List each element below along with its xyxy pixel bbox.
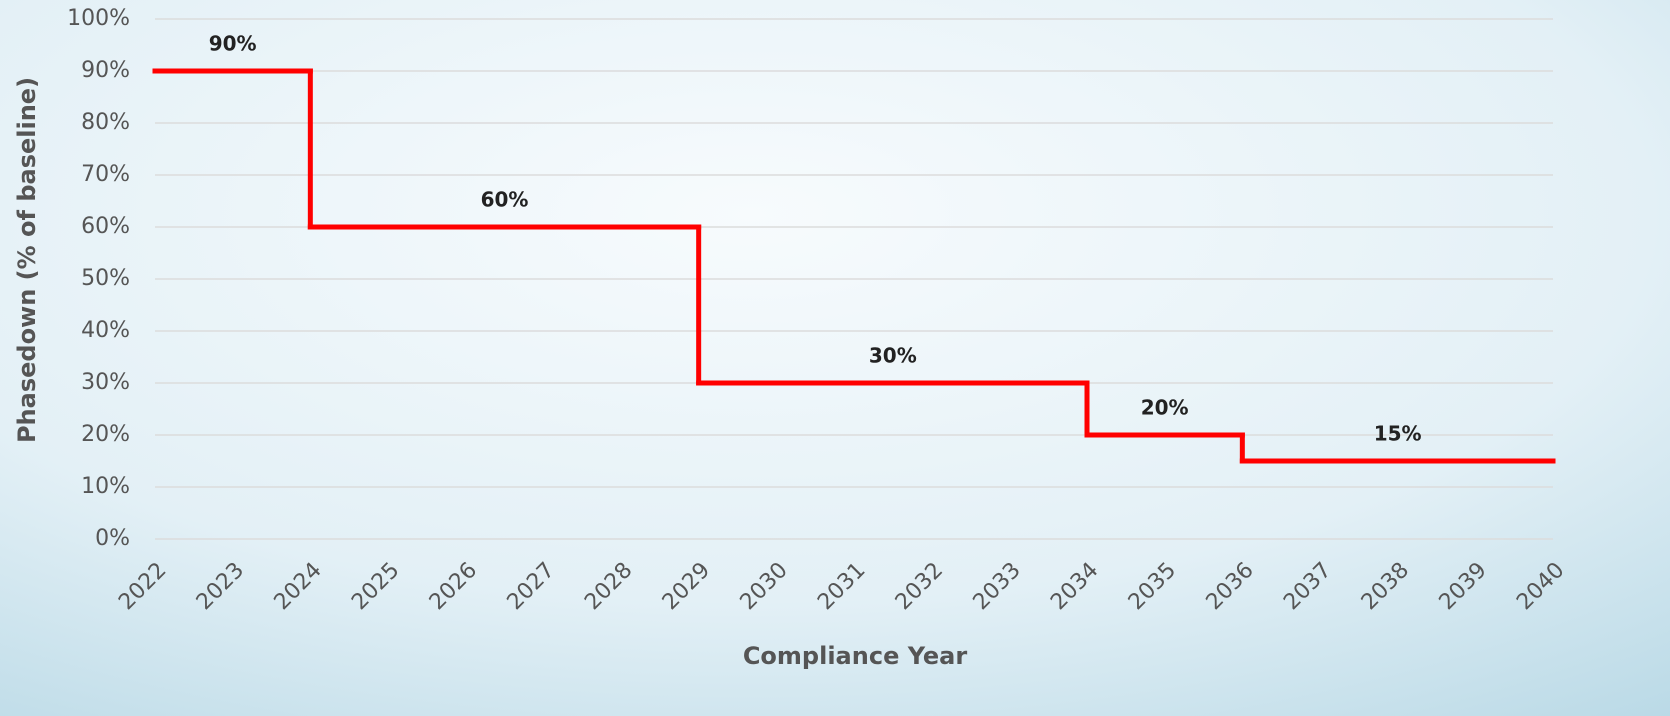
x-axis-title: Compliance Year [743,642,968,670]
data-label: 20% [1141,396,1189,420]
y-tick-label: 70% [81,162,130,187]
data-label: 15% [1374,422,1422,446]
y-tick-label: 40% [81,318,130,343]
data-label: 60% [481,188,529,212]
y-tick-label: 50% [81,266,130,291]
data-label: 90% [209,32,257,56]
y-axis-title: Phasedown (% of baseline) [13,77,41,443]
y-tick-label: 0% [95,526,130,551]
y-tick-label: 90% [81,58,130,83]
y-tick-label: 30% [81,370,130,395]
y-tick-label: 10% [81,474,130,499]
y-tick-label: 60% [81,214,130,239]
data-label: 30% [869,344,917,368]
y-tick-label: 100% [67,6,130,31]
y-tick-label: 80% [81,110,130,135]
y-tick-label: 20% [81,422,130,447]
